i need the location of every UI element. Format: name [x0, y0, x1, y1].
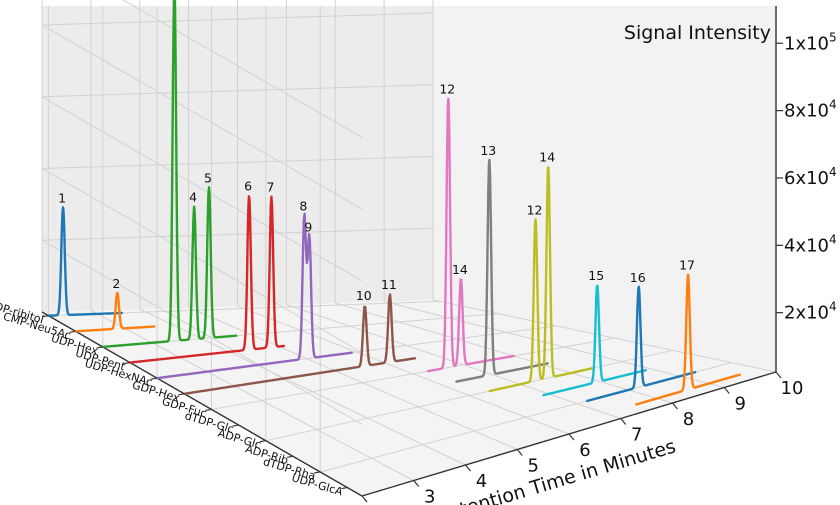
y-tick-mark-1 — [69, 330, 76, 333]
peak-label-2: 2 — [112, 276, 120, 291]
x-tick-mark-7 — [620, 418, 627, 425]
x-tick-label-6: 6 — [579, 440, 590, 461]
peak-label-13: 13 — [480, 143, 496, 158]
trace-UDP-Pent — [128, 195, 286, 364]
x-tick-mark-4 — [465, 464, 471, 472]
back-pane — [433, 6, 776, 372]
peak-label-4: 4 — [189, 190, 197, 205]
x-tick-label-2: 2 — [372, 502, 383, 505]
peak-label-12: 12 — [527, 202, 543, 217]
peak-label-6: 6 — [244, 178, 252, 193]
floor-pane — [42, 300, 776, 496]
x-tick-label-10: 10 — [781, 378, 804, 399]
y-tick-mark-7 — [232, 424, 239, 427]
floor-grid-x-9 — [384, 301, 725, 388]
peak-label-14: 14 — [539, 149, 555, 164]
y-tick-mark-11 — [341, 486, 348, 490]
y-axis-line — [41, 311, 363, 497]
y-tick-mark-2 — [96, 346, 103, 349]
x-tick-mark-9 — [723, 387, 730, 394]
floor-grid-x-3 — [90, 310, 414, 481]
back-grid-z-60000 — [41, 84, 434, 98]
left-grid-z-80000 — [41, 24, 363, 210]
z-axis-title: Signal Intensity — [624, 22, 771, 44]
trace-CMP-Neu5Ac — [74, 291, 156, 333]
x-tick-label-3: 3 — [424, 487, 435, 505]
z-tick-label-40000: 4x104 — [784, 232, 837, 256]
y-tick-mark-5 — [178, 393, 185, 396]
peak-label-7: 7 — [266, 180, 274, 195]
trace-UDP-GlcA — [635, 273, 741, 406]
floor-grid-x-6 — [237, 305, 570, 435]
peak-label-11: 11 — [381, 277, 397, 292]
trace-UDP-HexNAc — [155, 212, 353, 380]
trace-ADP-Glc — [488, 166, 593, 393]
peak-label-1: 1 — [58, 191, 66, 206]
left-grid-z-40000 — [41, 168, 363, 353]
trace-CDP-ribitol — [47, 206, 124, 317]
trace-ADP-Rib — [542, 284, 647, 397]
y-tick-mark-10 — [314, 471, 321, 474]
trace-UDP-Hex — [101, 0, 238, 349]
y-tick-mark-4 — [150, 377, 158, 380]
back-grid-z-40000 — [41, 156, 434, 170]
floor-grid-x-4 — [139, 308, 466, 466]
x-tick-label-9: 9 — [735, 394, 746, 415]
trace-GDP-Fuc — [427, 97, 515, 373]
peak-label-9: 9 — [304, 219, 312, 234]
peak-label-17: 17 — [679, 258, 695, 273]
back-grid-z-80000 — [41, 12, 434, 26]
z-tick-label-80000: 8x104 — [784, 98, 837, 122]
x-tick-mark-2 — [361, 495, 368, 503]
left-grid-z-100000 — [122, 0, 363, 138]
x-tick-mark-6 — [568, 433, 575, 441]
peak-label-8: 8 — [299, 198, 307, 213]
back-grid-z-20000 — [41, 227, 434, 241]
floor-grid-cat-8 — [265, 349, 674, 442]
y-tick-mark-9 — [286, 455, 294, 458]
chromatogram-traces: 12345678910111214131214151617 — [47, 0, 741, 406]
x-tick-mark-5 — [516, 449, 523, 456]
z-tick-label-20000: 2x104 — [784, 300, 837, 324]
x-tick-mark-8 — [672, 402, 678, 410]
x-tick-label-7: 7 — [631, 425, 642, 446]
trace-dTDP-Rha — [586, 285, 697, 403]
x-tick-mark-3 — [413, 480, 420, 487]
z-tick-label-60000: 6x104 — [784, 165, 837, 189]
y-tick-mark-3 — [123, 361, 131, 365]
peak-label-12: 12 — [439, 82, 455, 97]
peak-label-10: 10 — [356, 288, 372, 303]
floor-grid-cat-6 — [211, 337, 615, 410]
floor-grid-x-5 — [188, 307, 518, 450]
z-tick-label-100000: 1x105 — [784, 30, 837, 54]
y-tick-mark-8 — [259, 440, 266, 443]
x-tick-label-8: 8 — [683, 409, 694, 430]
x-tick-mark-10 — [775, 371, 782, 379]
y-tick-mark-0 — [42, 315, 49, 318]
peak-label-15: 15 — [588, 268, 604, 283]
floor-grid-x-10 — [432, 299, 777, 373]
x-tick-label-5: 5 — [528, 456, 539, 477]
left-grid-z-20000 — [41, 239, 363, 425]
x-tick-label-4: 4 — [476, 471, 487, 492]
peak-label-14: 14 — [452, 262, 468, 277]
y-tick-mark-6 — [205, 408, 212, 412]
chart-panes — [42, 6, 776, 496]
peak-label-16: 16 — [630, 270, 646, 285]
peak-label-5: 5 — [204, 170, 212, 185]
trace-GDP-Hex — [183, 293, 417, 395]
